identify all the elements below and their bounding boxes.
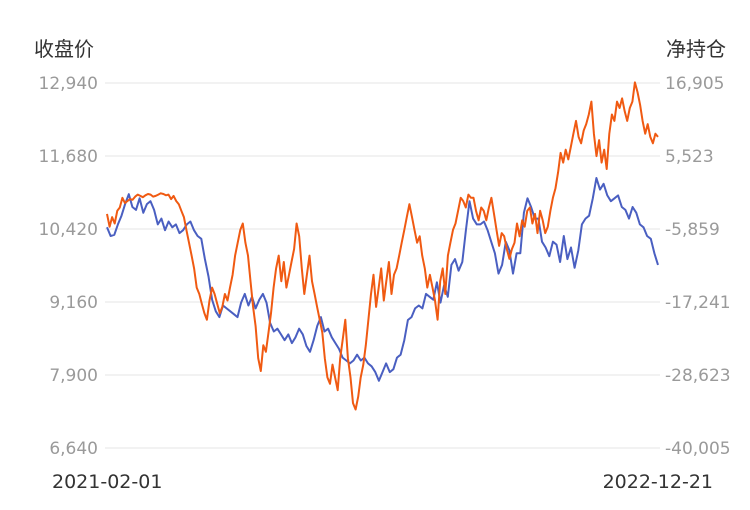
right-axis-ticks: 16,905 5,523 -5,859 -17,241 -28,623 -40,005 <box>665 74 731 459</box>
left-tick-label: 6,640 <box>49 439 98 459</box>
left-axis-ticks: 12,940 11,680 10,420 9,160 7,900 6,640 <box>39 74 98 459</box>
grid-lines <box>105 82 660 449</box>
right-tick-label: -40,005 <box>665 439 731 459</box>
right-tick-label: -28,623 <box>665 366 731 386</box>
right-axis-title: 净持仓 <box>666 37 726 61</box>
x-start-label: 2021-02-01 <box>52 471 162 493</box>
right-tick-label: 5,523 <box>665 147 714 167</box>
net-position-series-line <box>106 81 659 411</box>
x-end-label: 2022-12-21 <box>603 471 713 493</box>
series-lines <box>106 81 659 411</box>
right-tick-label: -17,241 <box>665 293 731 313</box>
right-tick-label: 16,905 <box>665 74 724 94</box>
left-tick-label: 7,900 <box>49 366 98 386</box>
left-axis-title: 收盘价 <box>34 37 94 61</box>
left-tick-label: 11,680 <box>39 147 98 167</box>
right-tick-label: -5,859 <box>665 220 720 240</box>
left-tick-label: 10,420 <box>39 220 98 240</box>
close-price-series-line <box>106 177 659 382</box>
left-tick-label: 9,160 <box>49 293 98 313</box>
left-tick-label: 12,940 <box>39 74 98 94</box>
